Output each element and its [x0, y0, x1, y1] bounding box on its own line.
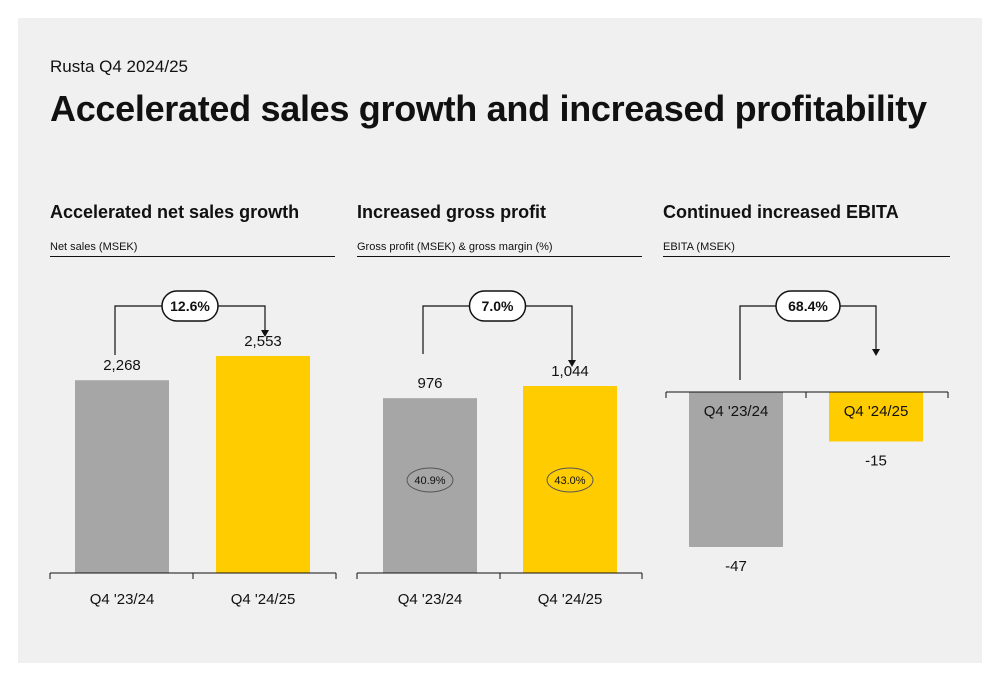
growth-arrow-head-0 [261, 330, 269, 337]
value-label-2-0: -47 [725, 558, 747, 575]
margin-oval-1-0 [406, 467, 454, 493]
growth-label-2: 68.4% [788, 298, 828, 314]
bar-2-0 [689, 392, 783, 547]
value-label-1-1: 1,044 [551, 363, 589, 380]
panel-title-gross-profit: Increased gross profit [357, 202, 547, 222]
margin-label-1-1: 43.0% [554, 475, 585, 487]
value-label-1-0: 976 [417, 375, 442, 392]
growth-arrow-head-2 [872, 349, 880, 356]
category-label-2-0: Q4 '23/24 [704, 403, 769, 420]
growth-pill-2 [775, 290, 841, 322]
panel-title-net-sales: Accelerated net sales growth [50, 202, 300, 222]
growth-arrow-head-1 [568, 360, 576, 367]
bar-2-1 [829, 392, 923, 442]
category-label-1-1: Q4 '24/25 [538, 591, 603, 608]
bar-1-1 [523, 386, 617, 573]
panel-title-ebita: Continued increased EBITA [663, 202, 899, 222]
bar-1-0 [383, 398, 477, 573]
bar-0-0 [75, 380, 169, 573]
panel-subtitle-gross-profit: Gross profit (MSEK) & gross margin (%) [357, 241, 642, 257]
margin-label-1-0: 40.9% [414, 475, 445, 487]
growth-label-1: 7.0% [482, 298, 514, 314]
panel-subtitle-net-sales: Net sales (MSEK) [50, 241, 335, 257]
growth-label-0: 12.6% [170, 298, 210, 314]
margin-oval-1-1 [546, 467, 594, 493]
slide-background [18, 18, 982, 663]
page-title: Accelerated sales growth and increased p… [50, 88, 927, 129]
growth-pill-1 [468, 290, 527, 322]
value-label-2-1: -15 [865, 452, 887, 469]
page-subtitle: Rusta Q4 2024/25 [50, 57, 188, 76]
category-label-1-0: Q4 '23/24 [398, 591, 463, 608]
category-label-0-1: Q4 '24/25 [231, 591, 296, 608]
value-label-0-1: 2,553 [244, 333, 282, 350]
bar-0-1 [216, 356, 310, 573]
growth-pill-0 [161, 290, 219, 322]
category-label-0-0: Q4 '23/24 [90, 591, 155, 608]
panel-subtitle-ebita: EBITA (MSEK) [663, 241, 950, 257]
value-label-0-0: 2,268 [103, 357, 141, 374]
category-label-2-1: Q4 '24/25 [844, 403, 909, 420]
